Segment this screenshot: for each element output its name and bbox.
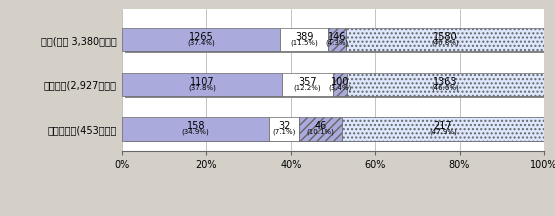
Bar: [269, 117, 299, 141]
Text: (11.5%): (11.5%): [290, 40, 318, 46]
Bar: [347, 73, 544, 96]
Text: 389: 389: [295, 32, 313, 42]
Text: 217: 217: [433, 121, 452, 131]
Text: (34.9%): (34.9%): [182, 129, 210, 135]
Text: 1265: 1265: [189, 32, 213, 42]
Text: (3.4%): (3.4%): [329, 84, 352, 91]
Text: (4.3%): (4.3%): [326, 40, 349, 46]
Bar: [333, 73, 347, 96]
Bar: [329, 28, 346, 51]
Text: 146: 146: [328, 32, 347, 42]
Text: 32: 32: [278, 121, 290, 131]
Text: (7.1%): (7.1%): [273, 129, 296, 135]
Bar: [280, 28, 329, 51]
Text: (37.8%): (37.8%): [188, 84, 216, 91]
Bar: [122, 28, 280, 51]
Text: (46.6%): (46.6%): [432, 84, 460, 91]
Text: 46: 46: [315, 121, 327, 131]
Bar: [122, 117, 269, 141]
Text: 357: 357: [298, 77, 316, 87]
Bar: [122, 73, 281, 96]
Bar: [125, 75, 547, 98]
Bar: [346, 28, 544, 51]
Text: (47.9%): (47.9%): [429, 129, 457, 135]
Text: 1580: 1580: [433, 32, 457, 42]
Text: (10.1%): (10.1%): [306, 129, 335, 135]
Text: 158: 158: [186, 121, 205, 131]
Text: 1363: 1363: [433, 77, 458, 87]
Text: 1107: 1107: [189, 77, 214, 87]
Bar: [281, 73, 333, 96]
Text: 100: 100: [331, 77, 349, 87]
Bar: [125, 119, 547, 142]
Bar: [299, 117, 342, 141]
Bar: [342, 117, 544, 141]
Text: (12.2%): (12.2%): [294, 84, 321, 91]
Text: (46.8%): (46.8%): [431, 40, 459, 46]
Bar: [125, 30, 547, 53]
Text: (37.4%): (37.4%): [187, 40, 215, 46]
